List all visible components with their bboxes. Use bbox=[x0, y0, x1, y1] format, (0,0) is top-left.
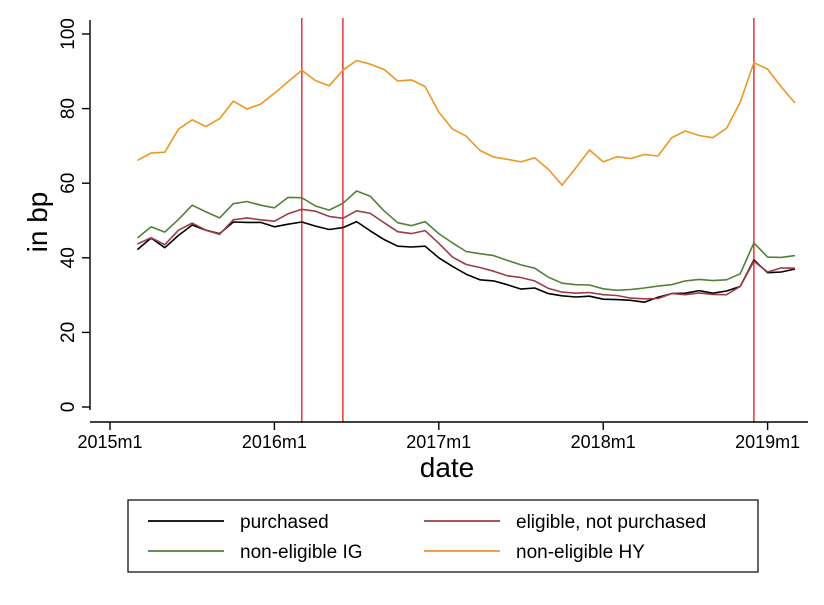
legend-label: eligible, not purchased bbox=[516, 512, 706, 533]
series-line-non-eligible-ig bbox=[136, 190, 796, 292]
legend-label: purchased bbox=[240, 512, 329, 533]
x-tick-label: 2019m1 bbox=[735, 432, 800, 452]
x-tick-label: 2015m1 bbox=[77, 432, 142, 452]
y-tick-label: 100 bbox=[58, 18, 79, 50]
y-tick-label: 80 bbox=[58, 98, 79, 119]
x-axis-title: date bbox=[420, 452, 475, 483]
x-tick-label: 2018m1 bbox=[571, 432, 636, 452]
y-tick-label: 20 bbox=[58, 322, 79, 343]
legend-label: non-eligible IG bbox=[240, 542, 363, 563]
series-line-non-eligible-hy bbox=[137, 59, 796, 186]
legend-label: non-eligible HY bbox=[516, 542, 645, 563]
series-line-eligible-not-purchased bbox=[137, 208, 796, 300]
series-line-purchased bbox=[136, 220, 796, 304]
legend-box bbox=[127, 499, 759, 573]
x-tick-label: 2016m1 bbox=[242, 432, 307, 452]
y-tick-label: 0 bbox=[58, 402, 79, 413]
y-axis-title: in bp bbox=[22, 192, 53, 253]
y-tick-label: 40 bbox=[58, 247, 79, 268]
x-tick-label: 2017m1 bbox=[406, 432, 471, 452]
y-tick-label: 60 bbox=[58, 173, 79, 194]
legend: purchased eligible, not purchased non-elig… bbox=[148, 512, 706, 563]
